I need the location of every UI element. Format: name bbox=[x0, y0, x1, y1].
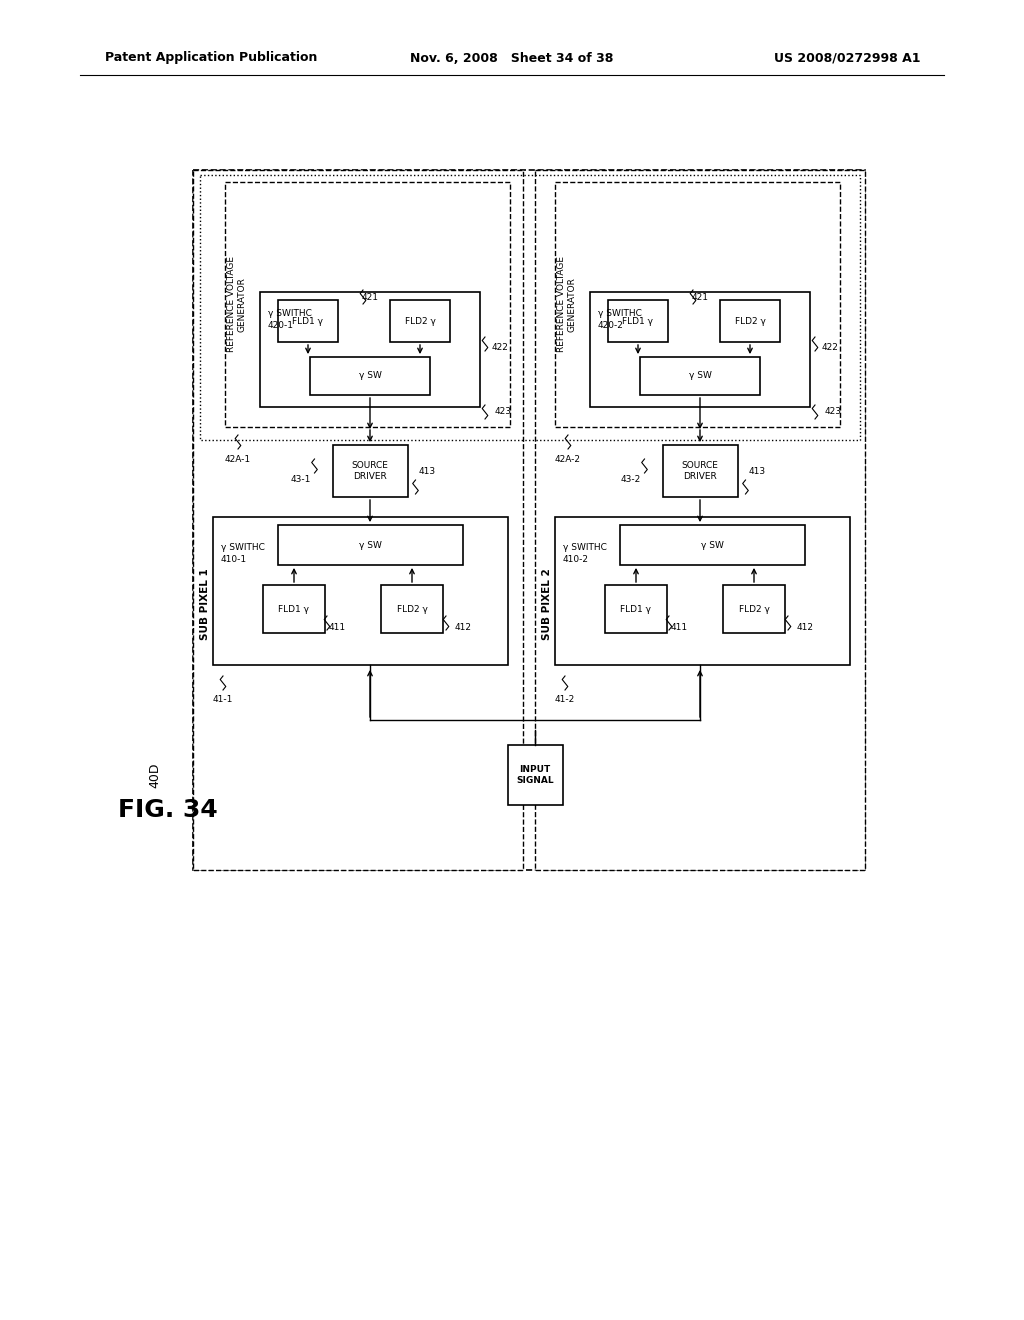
Text: 410-2: 410-2 bbox=[563, 554, 589, 564]
Text: FIG. 34: FIG. 34 bbox=[118, 799, 218, 822]
Bar bbox=[590, 292, 810, 407]
Text: SOURCE
DRIVER: SOURCE DRIVER bbox=[351, 461, 388, 480]
Text: 43-1: 43-1 bbox=[291, 474, 310, 483]
Text: 42A-2: 42A-2 bbox=[555, 454, 581, 463]
Text: 412: 412 bbox=[455, 623, 472, 632]
Bar bbox=[555, 182, 840, 426]
Text: SOURCE
DRIVER: SOURCE DRIVER bbox=[682, 461, 719, 480]
Text: 410-1: 410-1 bbox=[221, 554, 247, 564]
Bar bbox=[193, 170, 523, 870]
Text: Nov. 6, 2008   Sheet 34 of 38: Nov. 6, 2008 Sheet 34 of 38 bbox=[411, 51, 613, 65]
Text: FLD2 γ: FLD2 γ bbox=[396, 605, 427, 614]
Bar bbox=[390, 300, 450, 342]
Bar bbox=[720, 300, 780, 342]
Text: γ SWITHC: γ SWITHC bbox=[598, 309, 642, 318]
Text: INPUT
SIGNAL: INPUT SIGNAL bbox=[516, 766, 554, 784]
Text: Patent Application Publication: Patent Application Publication bbox=[105, 51, 317, 65]
Text: 423: 423 bbox=[495, 408, 512, 417]
Text: 42A-1: 42A-1 bbox=[225, 454, 251, 463]
Text: 43-2: 43-2 bbox=[621, 474, 641, 483]
Text: SUB PIXEL 2: SUB PIXEL 2 bbox=[542, 568, 552, 640]
Text: FLD2 γ: FLD2 γ bbox=[404, 317, 435, 326]
Text: γ SWITHC: γ SWITHC bbox=[563, 543, 607, 552]
Text: 421: 421 bbox=[361, 293, 379, 301]
Bar bbox=[260, 292, 480, 407]
Bar bbox=[333, 445, 408, 498]
Text: 423: 423 bbox=[825, 408, 842, 417]
Text: γ SW: γ SW bbox=[701, 540, 724, 549]
Bar bbox=[278, 300, 338, 342]
Text: γ SW: γ SW bbox=[358, 371, 381, 380]
Text: 420-2: 420-2 bbox=[598, 322, 624, 330]
Text: 41-1: 41-1 bbox=[213, 696, 233, 705]
Text: 422: 422 bbox=[822, 342, 839, 351]
Bar bbox=[620, 525, 805, 565]
Text: REFERENCE VOLTAGE
GENERATOR: REFERENCE VOLTAGE GENERATOR bbox=[227, 256, 247, 352]
Bar bbox=[640, 356, 760, 395]
Text: FLD1 γ: FLD1 γ bbox=[279, 605, 309, 614]
Bar bbox=[663, 445, 737, 498]
Bar bbox=[193, 170, 865, 870]
Text: FLD1 γ: FLD1 γ bbox=[621, 605, 651, 614]
Text: γ SWITHC: γ SWITHC bbox=[268, 309, 312, 318]
Bar bbox=[508, 744, 562, 805]
Text: FLD1 γ: FLD1 γ bbox=[623, 317, 653, 326]
Text: FLD1 γ: FLD1 γ bbox=[293, 317, 324, 326]
Text: 411: 411 bbox=[329, 623, 346, 632]
Text: US 2008/0272998 A1: US 2008/0272998 A1 bbox=[773, 51, 920, 65]
Text: SUB PIXEL 1: SUB PIXEL 1 bbox=[200, 568, 210, 640]
Text: REFERENCE VOLTAGE
GENERATOR: REFERENCE VOLTAGE GENERATOR bbox=[557, 256, 577, 352]
Bar bbox=[605, 585, 667, 634]
Bar bbox=[555, 517, 850, 665]
Text: γ SW: γ SW bbox=[359, 540, 382, 549]
Bar bbox=[535, 170, 865, 870]
Text: γ SWITHC: γ SWITHC bbox=[221, 543, 265, 552]
Bar bbox=[213, 517, 508, 665]
Text: 413: 413 bbox=[749, 466, 766, 475]
Text: FLD2 γ: FLD2 γ bbox=[738, 605, 769, 614]
Text: 421: 421 bbox=[691, 293, 709, 301]
Text: 422: 422 bbox=[492, 342, 509, 351]
Text: 411: 411 bbox=[671, 623, 688, 632]
Text: γ SW: γ SW bbox=[688, 371, 712, 380]
Bar bbox=[723, 585, 785, 634]
Text: 40D: 40D bbox=[148, 762, 162, 788]
Bar bbox=[381, 585, 443, 634]
Bar bbox=[200, 176, 860, 440]
Bar bbox=[310, 356, 430, 395]
Text: 413: 413 bbox=[419, 466, 436, 475]
Bar bbox=[225, 182, 510, 426]
Text: 41-2: 41-2 bbox=[555, 696, 575, 705]
Text: FLD2 γ: FLD2 γ bbox=[734, 317, 765, 326]
Text: 412: 412 bbox=[797, 623, 814, 632]
Bar bbox=[263, 585, 325, 634]
Bar bbox=[278, 525, 463, 565]
Bar bbox=[608, 300, 668, 342]
Text: 420-1: 420-1 bbox=[268, 322, 294, 330]
